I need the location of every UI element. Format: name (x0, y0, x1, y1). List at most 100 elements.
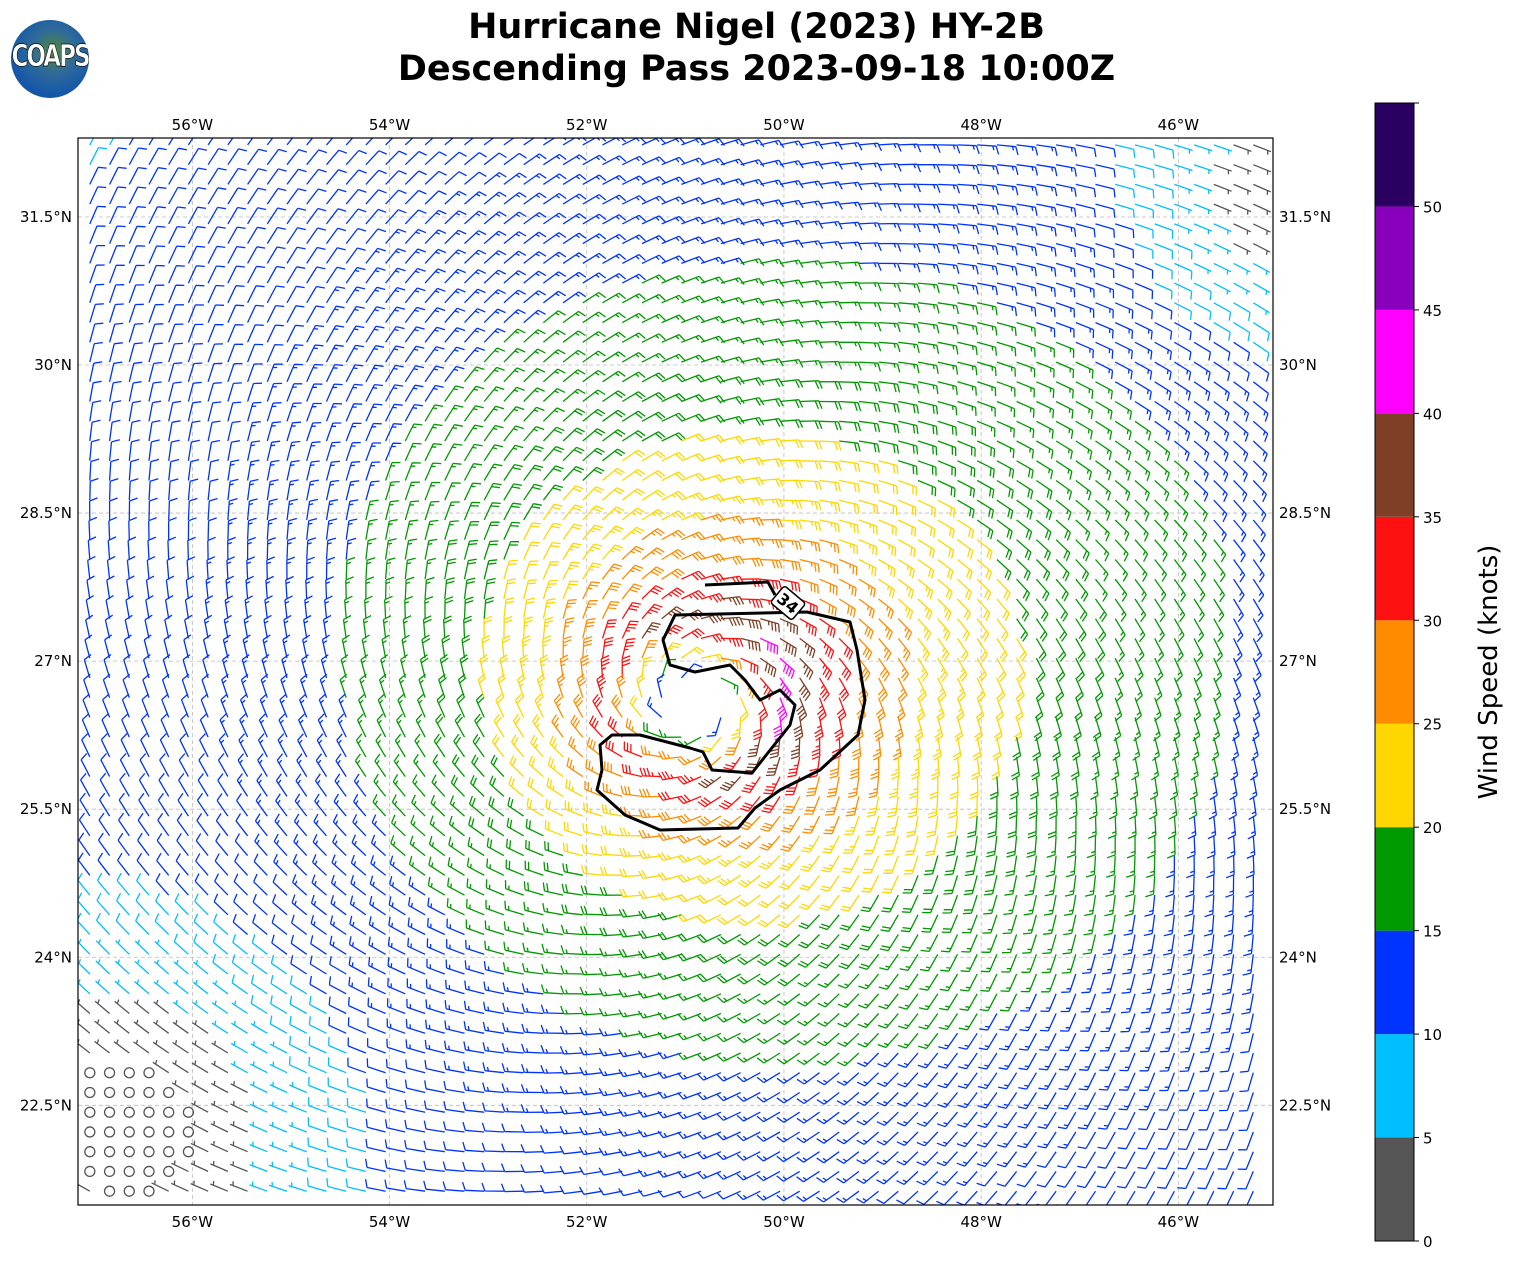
wind-barb (174, 913, 189, 935)
wind-barb (1016, 638, 1028, 662)
wind-barb (384, 461, 401, 481)
wind-barb (838, 953, 860, 970)
wind-barb (917, 282, 940, 294)
wind-barb (520, 1063, 544, 1074)
wind-barb (173, 979, 189, 995)
wind-barb (87, 536, 97, 560)
wind-barb (563, 821, 583, 837)
wind-barb (155, 893, 170, 916)
wind-barb (1100, 1013, 1116, 1033)
wind-barb (560, 965, 583, 975)
wind-barb (638, 870, 662, 880)
wind-barb (1035, 539, 1052, 561)
wind-barb (1037, 1092, 1057, 1110)
wind-barb (199, 733, 209, 758)
wind-barb (1114, 440, 1132, 461)
wind-barb (681, 354, 706, 363)
wind-barb (483, 230, 507, 245)
wind-barb (353, 793, 367, 817)
wind-barb (1252, 341, 1270, 362)
wind-barb (1191, 736, 1200, 761)
wind-barb (838, 657, 852, 681)
wind-barb (306, 305, 325, 323)
wind-barb (214, 873, 229, 896)
wind-barb (95, 959, 111, 975)
wind-barb (898, 163, 922, 173)
wind-barb (266, 421, 281, 442)
wind-barb (799, 519, 822, 531)
wind-barb (720, 637, 744, 647)
wind-barb (371, 814, 387, 837)
wind-barb (1036, 223, 1057, 237)
wind-barb (740, 159, 765, 167)
wind-barb (1193, 420, 1210, 442)
wind-barb (404, 189, 427, 205)
wind-barb (1075, 460, 1093, 481)
wind-barb (463, 463, 483, 481)
wind-barb (1134, 598, 1147, 623)
wind-barb (578, 1186, 603, 1195)
wind-barb (1181, 993, 1195, 1015)
wind-barb (286, 168, 307, 185)
wind-barb (976, 479, 995, 499)
wind-barb (661, 334, 686, 343)
wind-barb (804, 796, 821, 815)
wind-barb (424, 423, 443, 442)
wind-barb (210, 1080, 229, 1094)
wind-barb (325, 286, 346, 304)
wind-barb (444, 365, 465, 383)
wind-barb (716, 1151, 741, 1161)
wind-barb (1134, 282, 1154, 300)
wind-barb (306, 363, 324, 383)
wind-barb (115, 912, 130, 935)
wind-barb (1250, 736, 1259, 762)
wind-barb (899, 953, 919, 972)
wind-barb (957, 242, 980, 255)
wind-barb (925, 835, 939, 857)
wind-barb (579, 926, 603, 936)
wind-barb (226, 556, 235, 580)
wind-barb-calm (84, 1067, 96, 1079)
wind-barb (752, 717, 763, 741)
wind-barb (1147, 816, 1157, 840)
wind-barb (602, 292, 627, 304)
wind-barb (1042, 934, 1057, 955)
wind-barb (811, 737, 821, 760)
wind-barb (700, 633, 725, 643)
wind-barb (272, 873, 288, 896)
wind-barb (463, 366, 485, 383)
wind-barb (1233, 361, 1250, 382)
wind-barb (1016, 420, 1035, 439)
wind-barb (740, 397, 765, 406)
wind-barb (543, 192, 567, 205)
wind-barb (1057, 1151, 1077, 1169)
wind-barb (231, 1020, 248, 1034)
wind-barb (780, 835, 801, 852)
wind-barb (167, 536, 177, 560)
wind-barb (207, 206, 226, 225)
wind-barb (697, 795, 722, 808)
wind-barb (724, 736, 742, 756)
wind-barb (1154, 559, 1168, 582)
wind-barb (1075, 618, 1087, 642)
wind-barb (426, 958, 446, 975)
wind-barb (777, 914, 801, 929)
wind-barb (326, 138, 334, 146)
wind-barb (211, 1060, 229, 1074)
wind-barb (700, 592, 726, 603)
wind-barb (168, 420, 181, 442)
wind-barb (148, 516, 157, 540)
wind-barb (405, 1039, 426, 1054)
wind-barb (138, 772, 150, 797)
wind-barb (1218, 1111, 1235, 1131)
wind-barb (618, 928, 643, 938)
wind-barb (266, 537, 277, 560)
wind-barb (937, 499, 956, 518)
wind-barb (345, 499, 359, 521)
wind-barb (917, 519, 936, 538)
wind-barb (957, 203, 980, 215)
wind-barb (1016, 242, 1038, 256)
wind-barb (681, 433, 706, 442)
wind-barb (736, 1190, 761, 1201)
wind-barb (760, 618, 780, 633)
